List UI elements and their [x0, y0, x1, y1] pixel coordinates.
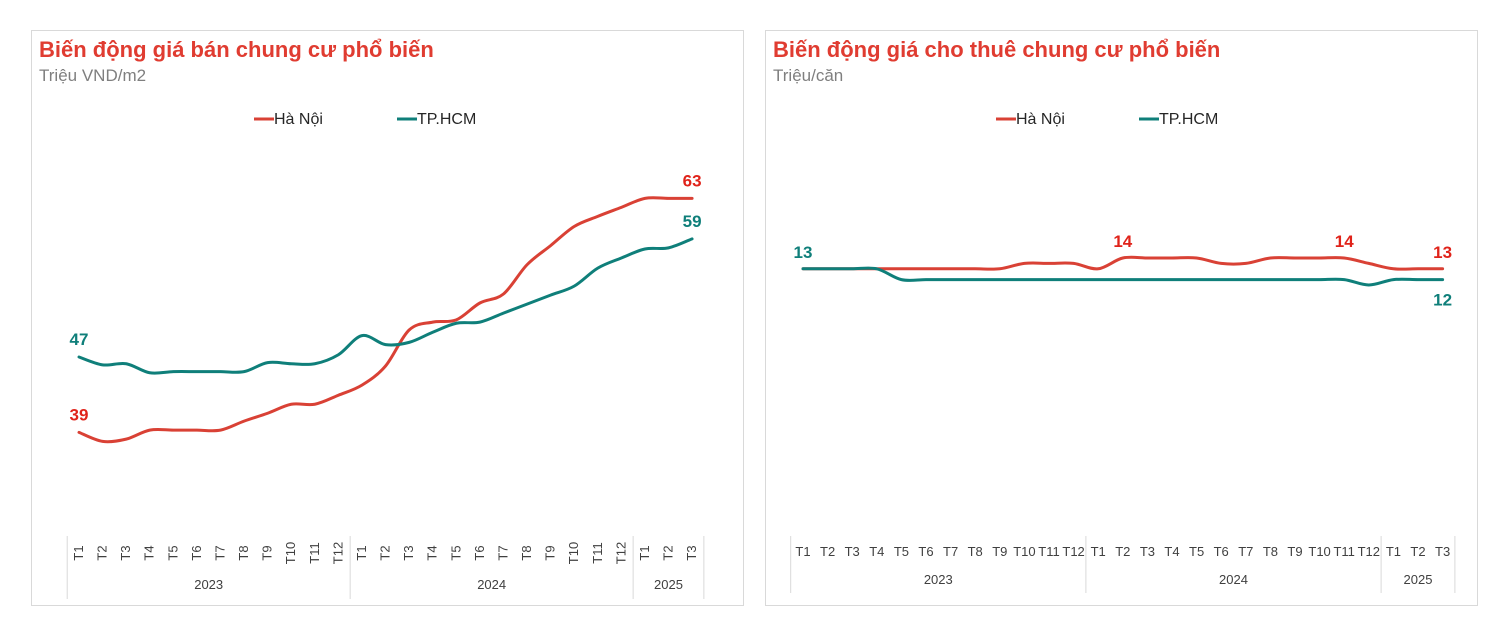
- x-tick-label: T9: [543, 545, 558, 560]
- chart-unit-subtitle: Triệu/căn: [773, 66, 844, 85]
- data-label: 13: [1433, 243, 1452, 262]
- x-tick-label: T1: [354, 545, 369, 560]
- year-label: 2023: [924, 572, 953, 587]
- x-tick-label: T11: [590, 542, 605, 563]
- x-tick-label: T3: [1140, 544, 1155, 559]
- x-tick-label: T2: [820, 544, 835, 559]
- x-tick-label: T7: [1238, 544, 1253, 559]
- x-tick-label: T9: [1287, 544, 1302, 559]
- x-tick-label: T7: [943, 544, 958, 559]
- x-tick-label: T11: [307, 542, 322, 563]
- series-line-hanoi: [801, 255, 1445, 271]
- data-label: 12: [1433, 291, 1452, 310]
- x-tick-label: T8: [1263, 544, 1278, 559]
- x-tick-label: T2: [1410, 544, 1425, 559]
- x-tick-label: T10: [1308, 544, 1330, 559]
- year-label: 2024: [477, 577, 506, 592]
- data-label: 39: [70, 405, 89, 424]
- x-tick-label: T5: [165, 545, 180, 560]
- x-tick-label: T2: [1115, 544, 1130, 559]
- rent-price-chart-panel: Biến động giá cho thuê chung cư phổ biến…: [765, 30, 1478, 606]
- x-tick-label: T4: [1164, 544, 1179, 559]
- x-tick-label: T5: [894, 544, 909, 559]
- x-tick-label: T5: [1189, 544, 1204, 559]
- year-label: 2025: [1404, 572, 1433, 587]
- x-tick-label: T6: [189, 545, 204, 560]
- x-tick-label: T6: [918, 544, 933, 559]
- data-label: 63: [683, 171, 702, 190]
- series-line-hcm: [801, 266, 1445, 287]
- x-tick-label: T10: [283, 542, 298, 564]
- x-tick-label: T10: [566, 542, 581, 564]
- legend-label: Hà Nội: [274, 111, 323, 128]
- x-tick-label: T1: [71, 545, 86, 560]
- chart-title: Biến động giá cho thuê chung cư phổ biến: [773, 37, 1221, 62]
- x-tick-label: T9: [260, 545, 275, 560]
- series-line-hanoi: [77, 196, 694, 444]
- x-tick-label: T7: [212, 545, 227, 560]
- data-label: 59: [683, 212, 702, 231]
- x-tick-label: T2: [378, 545, 393, 560]
- x-tick-label: T6: [472, 545, 487, 560]
- year-label: 2025: [654, 577, 683, 592]
- data-label: 14: [1113, 232, 1132, 251]
- x-tick-label: T3: [118, 545, 133, 560]
- year-label: 2024: [1219, 572, 1248, 587]
- x-tick-label: T12: [613, 542, 628, 564]
- chart-title: Biến động giá bán chung cư phổ biến: [39, 37, 434, 62]
- x-tick-label: T4: [869, 544, 884, 559]
- legend-label: TP.HCM: [417, 111, 476, 128]
- x-tick-label: T2: [661, 545, 676, 560]
- x-tick-label: T1: [637, 545, 652, 560]
- x-tick-label: T9: [992, 544, 1007, 559]
- legend-label: TP.HCM: [1159, 111, 1218, 128]
- sale-price-chart-panel: Biến động giá bán chung cư phổ biến Triệ…: [31, 30, 744, 606]
- x-tick-label: T3: [684, 545, 699, 560]
- x-tick-label: T11: [1333, 544, 1354, 559]
- x-tick-label: T3: [845, 544, 860, 559]
- data-label: 14: [1335, 232, 1354, 251]
- x-tick-label: T1: [1386, 544, 1401, 559]
- x-tick-label: T11: [1038, 544, 1059, 559]
- data-label: 13: [794, 243, 813, 262]
- legend-label: Hà Nội: [1016, 111, 1065, 128]
- x-tick-label: T3: [401, 545, 416, 560]
- x-tick-label: T12: [1062, 544, 1084, 559]
- x-tick-label: T3: [1435, 544, 1450, 559]
- x-tick-label: T1: [1091, 544, 1106, 559]
- x-tick-label: T4: [142, 545, 157, 560]
- x-tick-label: T7: [495, 545, 510, 560]
- x-tick-label: T8: [519, 545, 534, 560]
- x-tick-label: T12: [330, 542, 345, 564]
- data-label: 47: [70, 330, 89, 349]
- sale-price-line-chart: Hà Nội TP.HCM 2023 2024 2025 T1 T2 T3 T4 T5 T6 T7 T8…: [66, 111, 705, 599]
- series-line-hcm: [77, 237, 694, 375]
- x-tick-label: T8: [236, 545, 251, 560]
- x-tick-label: T8: [968, 544, 983, 559]
- x-tick-label: T6: [1214, 544, 1229, 559]
- chart-unit-subtitle: Triệu VND/m2: [39, 66, 147, 85]
- x-tick-label: T1: [795, 544, 810, 559]
- x-tick-label: T12: [1358, 544, 1380, 559]
- x-tick-label: T4: [425, 545, 440, 560]
- x-tick-label: T2: [95, 545, 110, 560]
- x-tick-label: T10: [1013, 544, 1035, 559]
- year-label: 2023: [194, 577, 223, 592]
- x-tick-label: T5: [448, 545, 463, 560]
